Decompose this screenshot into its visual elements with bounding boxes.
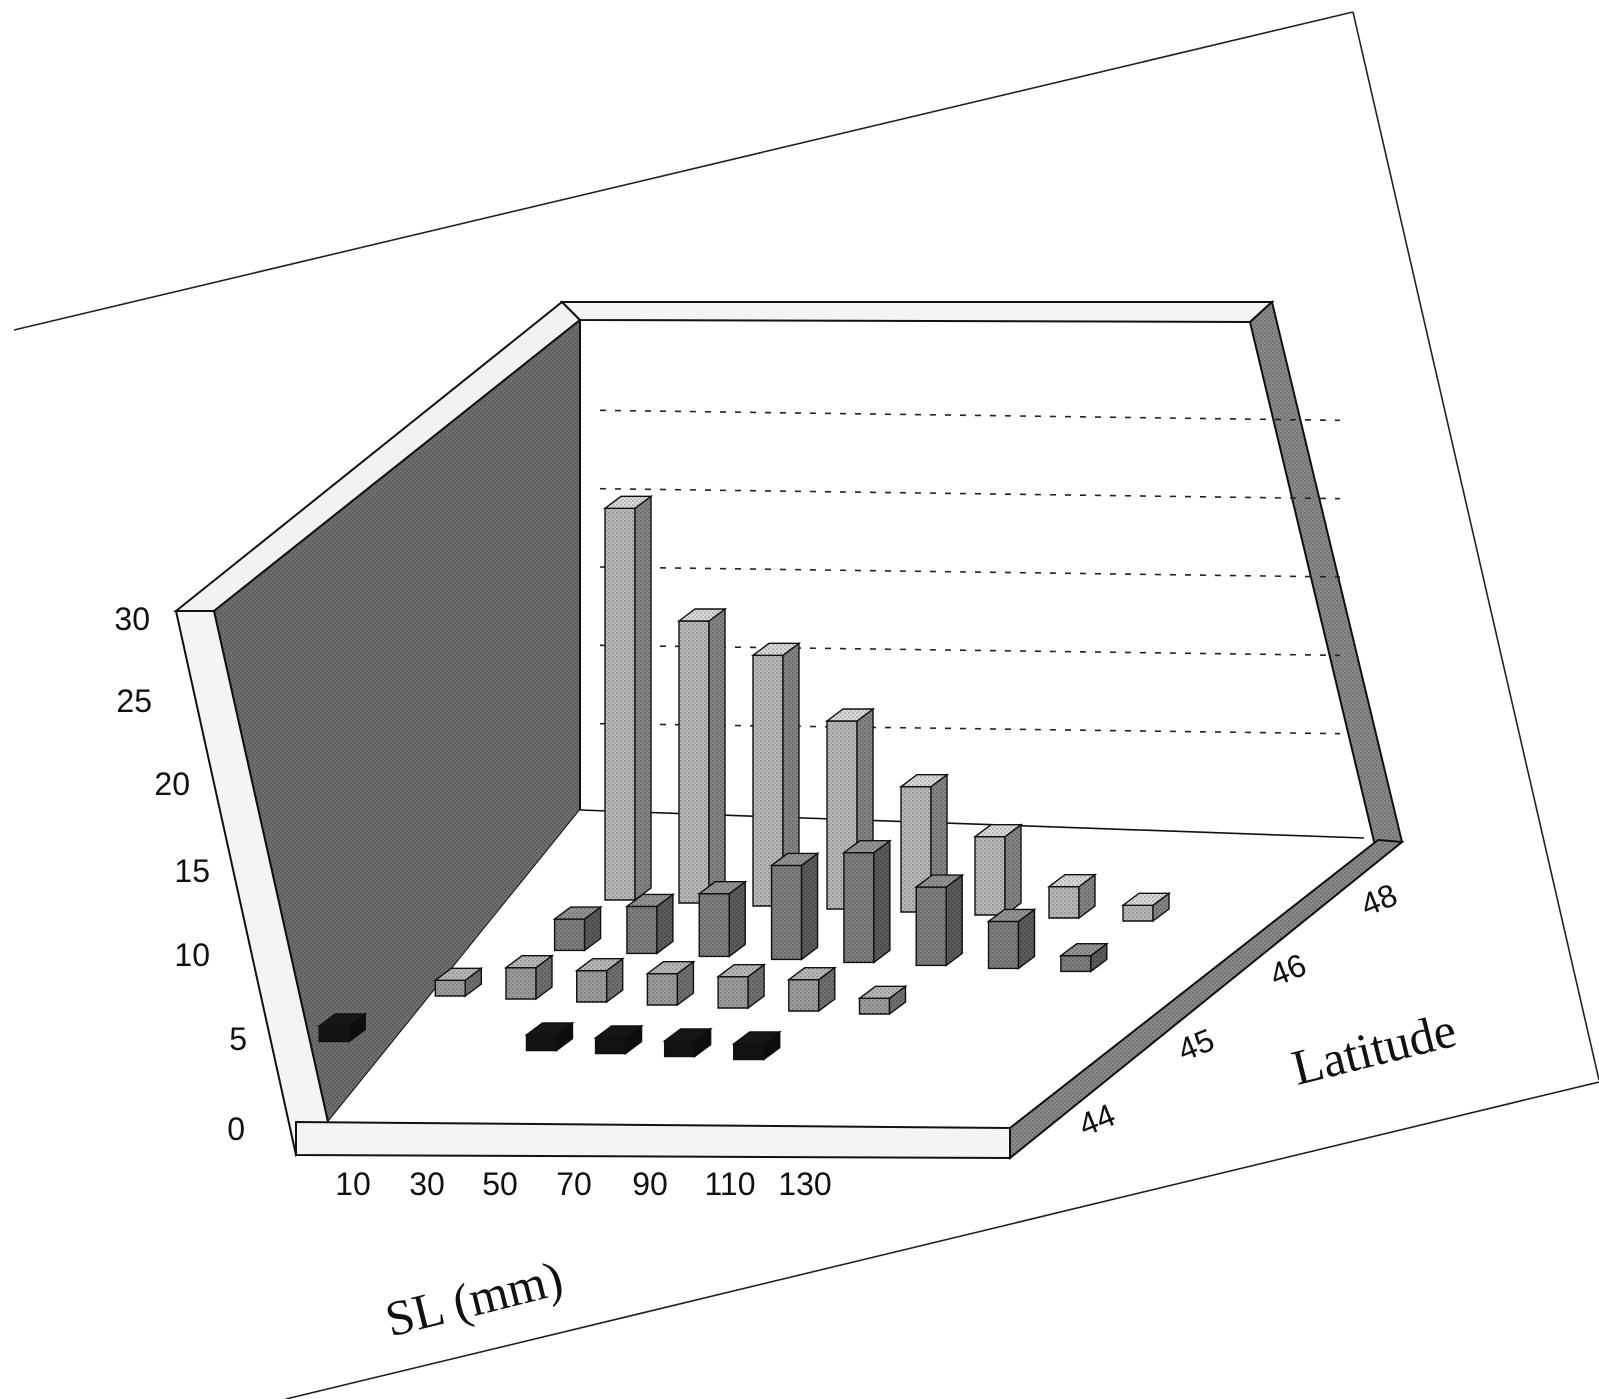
x-tick-70: 70 bbox=[556, 1166, 592, 1202]
bar-lat48-sl90 bbox=[676, 607, 728, 905]
bar-lat46-sl210 bbox=[1058, 942, 1109, 973]
bar-lat48-sl190 bbox=[1046, 873, 1098, 920]
bar-lat45-sl130 bbox=[715, 963, 767, 1010]
gridline bbox=[599, 566, 1341, 578]
floor bbox=[295, 809, 1405, 1161]
right-wall bbox=[559, 300, 1404, 860]
y-tick-44: 44 bbox=[1074, 1096, 1120, 1143]
bar-lat46-sl170 bbox=[914, 873, 965, 967]
bar-lat46-sl190 bbox=[986, 908, 1037, 970]
bar-lat45-sl90 bbox=[574, 957, 625, 1004]
z-tick-15: 15 bbox=[174, 853, 210, 889]
bar-lat46-sl110 bbox=[697, 880, 748, 958]
bar-lat44-sl110 bbox=[593, 1024, 644, 1055]
bar-lat45-sl170 bbox=[857, 984, 908, 1016]
x-tick-110: 110 bbox=[704, 1166, 755, 1202]
bar-lat44-sl90 bbox=[524, 1021, 575, 1052]
bar-lat46-sl90 bbox=[624, 893, 676, 955]
bar-lat48-sl170 bbox=[972, 823, 1024, 917]
bar-lat44-sl30 bbox=[317, 1012, 368, 1043]
page-border bbox=[13, 11, 1599, 1399]
x-axis: 10 30 50 70 90 110 130 bbox=[335, 1166, 831, 1202]
bar-lat48-sl110 bbox=[750, 641, 802, 908]
x-tick-30: 30 bbox=[409, 1166, 445, 1202]
x-axis-title: SL (mm) bbox=[380, 1250, 568, 1348]
z-tick-25: 25 bbox=[116, 683, 152, 719]
bar-lat46-sl130 bbox=[769, 852, 820, 961]
y-tick-46: 46 bbox=[1265, 946, 1311, 993]
bar-lat44-sl130 bbox=[662, 1027, 713, 1058]
bar-lat45-sl70 bbox=[503, 954, 555, 1001]
y-axis-title: Latitude bbox=[1286, 1001, 1461, 1096]
z-tick-30: 30 bbox=[114, 601, 150, 637]
gridline bbox=[599, 487, 1341, 500]
bar-lat46-sl150 bbox=[841, 839, 892, 964]
z-tick-10: 10 bbox=[174, 937, 210, 973]
bars bbox=[317, 494, 1172, 1061]
z-tick-5: 5 bbox=[229, 1021, 247, 1057]
y-tick-48: 48 bbox=[1356, 876, 1402, 923]
bar-lat45-sl50 bbox=[433, 966, 484, 998]
x-tick-50: 50 bbox=[482, 1166, 518, 1202]
x-tick-130: 130 bbox=[778, 1166, 831, 1202]
y-tick-45: 45 bbox=[1173, 1021, 1219, 1068]
bar-lat48-sl210 bbox=[1120, 891, 1172, 923]
bar-lat46-sl70 bbox=[552, 905, 603, 952]
bar-lat44-sl150 bbox=[731, 1030, 782, 1061]
x-tick-10: 10 bbox=[335, 1166, 371, 1202]
z-tick-20: 20 bbox=[154, 766, 190, 802]
z-tick-0: 0 bbox=[227, 1111, 245, 1147]
back-wall bbox=[173, 300, 582, 1158]
z-axis: 0 5 10 15 20 25 30 bbox=[114, 601, 247, 1147]
bar-lat45-sl150 bbox=[786, 966, 837, 1013]
x-tick-90: 90 bbox=[632, 1166, 668, 1202]
bar-lat45-sl110 bbox=[645, 960, 696, 1007]
bar-lat48-sl70 bbox=[602, 494, 654, 902]
gridline bbox=[599, 409, 1341, 422]
